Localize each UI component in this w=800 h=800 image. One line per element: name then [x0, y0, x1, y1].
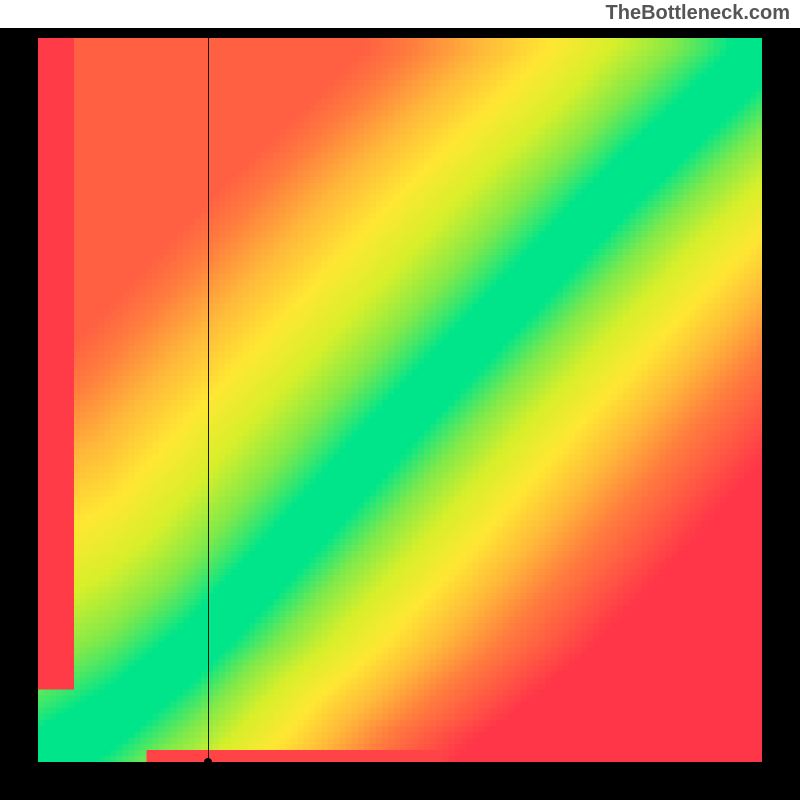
- plot-border-top: [0, 28, 800, 38]
- crosshair-vertical: [208, 38, 209, 762]
- bottleneck-heatmap: [38, 38, 762, 762]
- chart-container: TheBottleneck.com: [0, 0, 800, 800]
- plot-border-right: [762, 28, 800, 800]
- plot-border-bottom: [0, 762, 800, 800]
- watermark-text: TheBottleneck.com: [606, 2, 790, 25]
- marker-point: [204, 758, 212, 766]
- plot-border-left: [0, 28, 38, 800]
